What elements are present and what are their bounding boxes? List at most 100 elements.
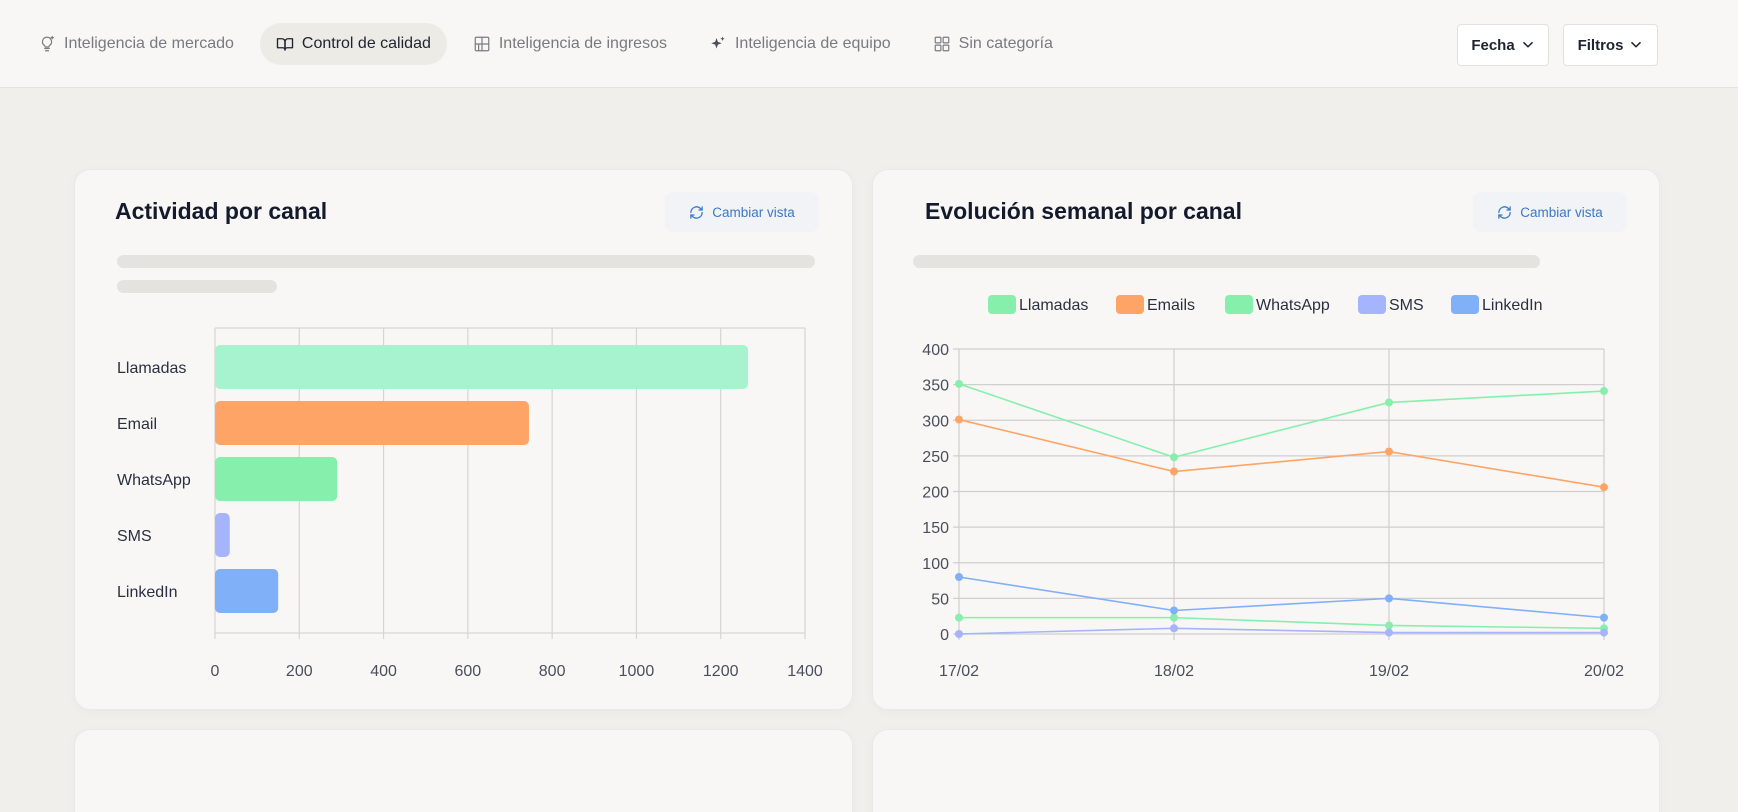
y-category-label: LinkedIn xyxy=(117,584,178,601)
data-point xyxy=(1170,613,1178,622)
skeleton-line xyxy=(117,255,815,268)
category-tabs: Inteligencia de mercado Control de calid… xyxy=(22,23,1079,65)
y-tick-label: 150 xyxy=(922,520,949,537)
series-line xyxy=(958,576,1605,619)
switch-view-label: Cambiar vista xyxy=(712,204,795,220)
activity-bar-chart: 0 200 400 600 800 1000 1200 1400 Llamadas Email Wh… xyxy=(117,327,823,680)
y-tick-label: 0 xyxy=(940,627,949,644)
tab-label: Control de calidad xyxy=(301,35,431,52)
bar xyxy=(215,401,529,445)
series-line xyxy=(958,383,1605,459)
tab-quality-control[interactable]: Control de calidad xyxy=(259,23,447,65)
chevron-down-icon xyxy=(1631,41,1642,48)
x-tick-label: 19/02 xyxy=(1369,663,1409,680)
weekly-evolution-card: Evolución semanal por canal Cambiar vist… xyxy=(872,169,1660,710)
activity-by-channel-card: Actividad por canal Cambiar vista 0 200 40… xyxy=(74,169,853,710)
lightbulb-icon xyxy=(41,35,54,52)
top-navigation-bar: Inteligencia de mercado Control de calid… xyxy=(0,0,1738,88)
switch-view-button[interactable]: Cambiar vista xyxy=(1473,192,1627,232)
sparkles-icon xyxy=(711,36,725,49)
date-filter-button[interactable]: Fecha xyxy=(1457,24,1549,66)
data-point xyxy=(1385,447,1393,456)
date-button-label: Fecha xyxy=(1471,36,1515,54)
x-tick-label: 1000 xyxy=(619,663,655,680)
data-point xyxy=(955,573,963,581)
tab-label: Inteligencia de equipo xyxy=(734,35,891,52)
y-tick-label: 400 xyxy=(922,342,949,359)
x-tick-label: 0 xyxy=(211,663,220,680)
switch-view-label: Cambiar vista xyxy=(1520,204,1603,220)
x-tick-label: 20/02 xyxy=(1584,663,1624,680)
data-point xyxy=(1385,621,1393,630)
legend-label: Llamadas xyxy=(1019,297,1088,314)
legend-label: Emails xyxy=(1147,297,1195,314)
placeholder-card xyxy=(872,729,1660,812)
x-tick-label: 200 xyxy=(286,663,313,680)
y-tick-label: 100 xyxy=(922,556,949,573)
tab-label: Inteligencia de mercado xyxy=(64,35,234,52)
tab-label: Sin categoría xyxy=(958,35,1053,52)
data-point xyxy=(1600,483,1608,492)
legend-label: SMS xyxy=(1389,297,1424,314)
refresh-icon xyxy=(1498,205,1511,219)
tab-market-intelligence[interactable]: Inteligencia de mercado xyxy=(22,23,250,65)
series-line xyxy=(958,627,1604,635)
card-title: Actividad por canal xyxy=(115,198,328,224)
legend-label: WhatsApp xyxy=(1256,297,1330,314)
legend-swatch xyxy=(988,295,1016,314)
data-point xyxy=(1170,453,1178,462)
series-line xyxy=(959,616,1605,630)
card-title: Evolución semanal por canal xyxy=(925,198,1242,224)
x-tick-label: 18/02 xyxy=(1154,663,1194,680)
data-point xyxy=(1170,606,1178,615)
switch-view-button[interactable]: Cambiar vista xyxy=(665,192,819,232)
x-tick-label: 1200 xyxy=(703,663,739,680)
data-point xyxy=(1385,594,1393,603)
legend-swatch xyxy=(1451,295,1479,314)
refresh-icon xyxy=(690,205,703,219)
filters-button-label: Filtros xyxy=(1577,36,1624,54)
tab-revenue-intelligence[interactable]: Inteligencia de ingresos xyxy=(457,23,683,65)
bar xyxy=(215,457,338,501)
data-point xyxy=(1600,613,1608,622)
data-point xyxy=(1385,398,1393,407)
legend-label: LinkedIn xyxy=(1482,297,1543,314)
tab-uncategorized[interactable]: Sin categoría xyxy=(917,23,1069,65)
data-point xyxy=(1600,387,1608,396)
data-point xyxy=(955,630,963,638)
skeleton-line xyxy=(117,280,277,293)
tab-team-intelligence[interactable]: Inteligencia de equipo xyxy=(693,23,907,65)
x-tick-label: 400 xyxy=(370,663,397,680)
y-tick-label: 50 xyxy=(931,591,949,608)
data-point xyxy=(1170,624,1178,633)
weekly-line-chart: 0 50 100 150 200 250 300 350 400 17/02 18/02 19/02 2… xyxy=(922,295,1624,680)
data-point xyxy=(955,415,963,424)
y-tick-label: 250 xyxy=(922,449,949,466)
y-category-label: WhatsApp xyxy=(117,472,191,489)
filters-button[interactable]: Filtros xyxy=(1563,24,1658,66)
layout-grid-icon xyxy=(474,36,490,52)
data-point xyxy=(1600,628,1608,637)
x-tick-label: 600 xyxy=(455,663,482,680)
x-tick-label: 800 xyxy=(539,663,566,680)
chevron-down-icon xyxy=(1522,41,1533,48)
tab-label: Inteligencia de ingresos xyxy=(498,35,667,52)
grid-icon xyxy=(934,36,950,52)
y-tick-label: 200 xyxy=(922,485,949,502)
placeholder-card xyxy=(74,729,853,812)
data-point xyxy=(1170,467,1178,476)
data-point xyxy=(1385,628,1393,637)
y-category-label: Llamadas xyxy=(117,360,186,377)
y-category-label: SMS xyxy=(117,528,152,545)
y-tick-label: 350 xyxy=(922,378,949,395)
bar xyxy=(215,345,749,389)
bar xyxy=(215,569,279,613)
series-line xyxy=(958,418,1605,489)
x-tick-label: 1400 xyxy=(787,663,823,680)
bar xyxy=(215,513,230,557)
data-point xyxy=(955,613,963,622)
y-category-label: Email xyxy=(117,416,157,433)
skeleton-line xyxy=(913,255,1540,268)
book-open-icon xyxy=(276,38,294,51)
data-point xyxy=(955,379,963,388)
